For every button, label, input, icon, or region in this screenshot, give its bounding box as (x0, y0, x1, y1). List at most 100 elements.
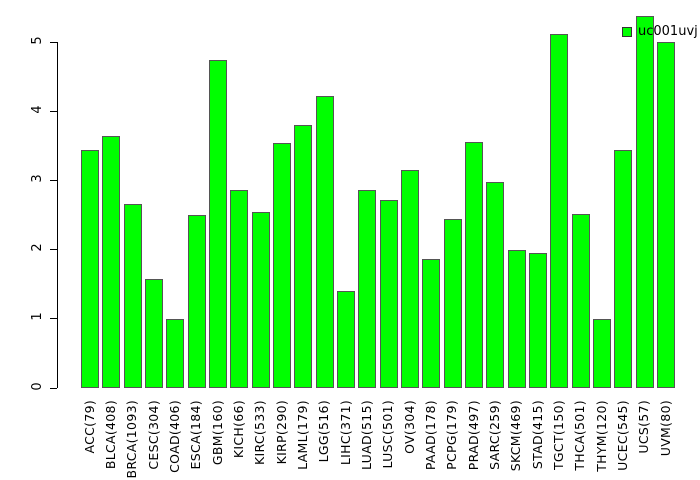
x-axis-label: LUSC(501) (380, 400, 396, 469)
bar (507, 250, 526, 388)
x-axis-label: PAAD(178) (423, 400, 438, 471)
y-axis-tick-label: 0 (30, 382, 45, 391)
bar (208, 60, 227, 388)
bar (166, 319, 185, 388)
bar (336, 291, 355, 388)
x-axis-label: UCS(57) (636, 400, 652, 454)
x-axis-label: STAD(415) (529, 400, 545, 470)
x-axis-label-cell: ESCA(184) (188, 400, 206, 469)
x-axis-label-cell: PCPG(179) (444, 400, 462, 470)
y-axis-tick (50, 249, 57, 250)
y-axis-tick (50, 180, 57, 181)
x-axis-label-cell: PAAD(178) (422, 400, 440, 470)
x-axis-label-cell: SARC(259) (486, 400, 504, 470)
x-axis-label-cell: BRCA(1093) (124, 400, 142, 478)
bar (102, 136, 121, 388)
bar (294, 125, 313, 388)
bar (486, 182, 505, 388)
x-axis-label-cell: SKCM(469) (508, 400, 526, 471)
x-axis-label-cell: LAML(179) (294, 400, 312, 470)
y-axis-tick (50, 318, 57, 319)
bar (144, 279, 163, 388)
x-axis-label: BRCA(1093) (124, 400, 140, 479)
bar (550, 34, 569, 388)
x-axis-label-cell: KIRP(290) (273, 400, 291, 464)
bar (614, 150, 633, 388)
y-axis-tick (50, 111, 57, 112)
y-axis-tick-label: 4 (30, 105, 45, 114)
x-axis-label: THYM(120) (593, 400, 609, 472)
x-axis-label-cell: STAD(415) (529, 400, 547, 469)
y-axis-tick (50, 388, 57, 389)
x-axis-label: LAML(179) (295, 400, 311, 470)
y-axis-line (57, 42, 58, 388)
x-axis-label: THCA(501) (572, 400, 588, 471)
bar (571, 214, 590, 388)
x-axis-label-cell: GBM(160) (209, 400, 227, 465)
x-axis-label: SARC(259) (486, 400, 502, 470)
x-axis-label: OV(304) (401, 400, 417, 454)
bar (187, 215, 206, 388)
x-axis-label: SKCM(469) (508, 400, 524, 472)
x-axis-label-cell: UVM(80) (657, 400, 675, 456)
x-axis-label: UVM(80) (657, 400, 673, 457)
bar (251, 212, 270, 388)
legend-label: uc001uvj (638, 24, 698, 39)
x-axis-label: CESC(304) (145, 400, 161, 470)
x-axis-label-cell: THCA(501) (572, 400, 590, 471)
x-axis-label-cell: COAD(406) (166, 400, 184, 473)
x-axis-label: ESCA(184) (188, 400, 204, 470)
legend: uc001uvj (622, 24, 698, 39)
bar (400, 170, 419, 388)
bar (528, 253, 547, 388)
bar (464, 142, 483, 388)
x-axis-label-cell: OV(304) (401, 400, 419, 454)
bar (635, 16, 654, 388)
x-axis-label: TGCT(150) (550, 400, 566, 470)
x-axis-label-cell: TGCT(150) (550, 400, 568, 470)
bar (272, 143, 291, 388)
x-axis-label: ACC(79) (81, 400, 97, 454)
x-axis-label-cell: THYM(120) (593, 400, 611, 472)
x-axis-label-cell: CESC(304) (145, 400, 163, 470)
x-axis-label: PRAD(497) (465, 400, 481, 471)
x-axis-label-cell: KIRC(533) (252, 400, 270, 465)
y-axis-tick-label: 5 (30, 36, 45, 45)
x-axis-label: LGG(516) (316, 400, 332, 463)
bar (592, 319, 611, 388)
bar (315, 96, 334, 388)
x-axis-label: LIHC(371) (337, 400, 353, 466)
y-axis-tick (50, 42, 57, 43)
x-axis-label-cell: UCS(57) (636, 400, 654, 454)
bar (443, 219, 462, 388)
plot-area (81, 0, 675, 388)
x-axis-label-cell: BLCA(408) (102, 400, 120, 469)
x-axis-label-cell: LUAD(515) (358, 400, 376, 470)
x-axis-label: KICH(66) (231, 400, 247, 459)
x-axis-label-cell: UCEC(545) (614, 400, 632, 471)
x-axis-label-cell: LIHC(371) (337, 400, 355, 465)
bar (81, 150, 99, 388)
bar (123, 204, 142, 388)
bar (230, 190, 249, 388)
y-axis-tick-label: 1 (30, 312, 45, 321)
x-axis-label-cell: LUSC(501) (380, 400, 398, 468)
x-axis-label: COAD(406) (167, 400, 183, 473)
x-axis-label-cell: PRAD(497) (465, 400, 483, 470)
x-axis-label: LUAD(515) (359, 400, 375, 470)
legend-swatch-icon (622, 26, 632, 37)
bar (422, 259, 441, 388)
x-axis-label-cell: KICH(66) (230, 400, 248, 458)
x-axis-labels: ACC(79) BLCA(408) BRCA(1093) CESC(304) COAD(… (81, 400, 675, 478)
y-axis-tick-label: 3 (30, 174, 45, 183)
x-axis-label: UCEC(545) (614, 400, 630, 471)
x-axis-label-cell: LGG(516) (316, 400, 334, 462)
x-axis-label: KIRP(290) (273, 400, 289, 465)
x-axis-label: BLCA(408) (103, 400, 119, 470)
bar (656, 42, 675, 388)
x-axis-label: GBM(160) (209, 400, 225, 466)
bar (379, 200, 398, 388)
x-axis-label-cell: ACC(79) (81, 400, 99, 454)
x-axis-label: KIRC(533) (252, 400, 268, 465)
